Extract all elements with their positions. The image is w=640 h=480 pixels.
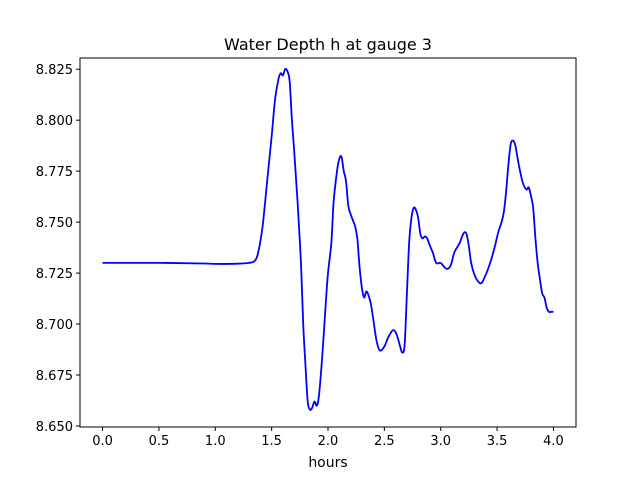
x-tick-label: 1.5 xyxy=(261,434,282,449)
y-tick-label: 8.650 xyxy=(36,420,73,435)
y-tick-label: 8.675 xyxy=(36,369,73,384)
x-axis-ticks: 0.0 0.5 1.0 1.5 2.0 2.5 3.0 3.5 4.0 xyxy=(92,427,564,449)
x-tick-label: 3.5 xyxy=(487,434,508,449)
x-tick-label: 2.0 xyxy=(318,434,339,449)
y-tick-label: 8.700 xyxy=(36,318,73,333)
y-tick-label: 8.725 xyxy=(36,267,73,282)
y-tick-label: 8.775 xyxy=(36,165,73,180)
y-tick-label: 8.825 xyxy=(36,63,73,78)
chart-title: Water Depth h at gauge 3 xyxy=(224,35,432,54)
x-tick-label: 2.5 xyxy=(374,434,395,449)
axes-frame xyxy=(79,57,577,428)
x-tick-label: 0.5 xyxy=(149,434,170,449)
x-tick-label: 4.0 xyxy=(543,434,564,449)
plot-area xyxy=(102,68,554,411)
y-tick-label: 8.750 xyxy=(36,216,73,231)
water-depth-series-line xyxy=(102,68,554,411)
x-tick-label: 0.0 xyxy=(92,434,113,449)
x-tick-label: 1.0 xyxy=(205,434,226,449)
y-tick-label: 8.800 xyxy=(36,114,73,129)
x-tick-label: 3.0 xyxy=(430,434,451,449)
x-axis-label: hours xyxy=(308,455,347,471)
y-axis-ticks: 8.650 8.675 8.700 8.725 8.750 8.775 8.800 8.825 xyxy=(36,63,80,435)
